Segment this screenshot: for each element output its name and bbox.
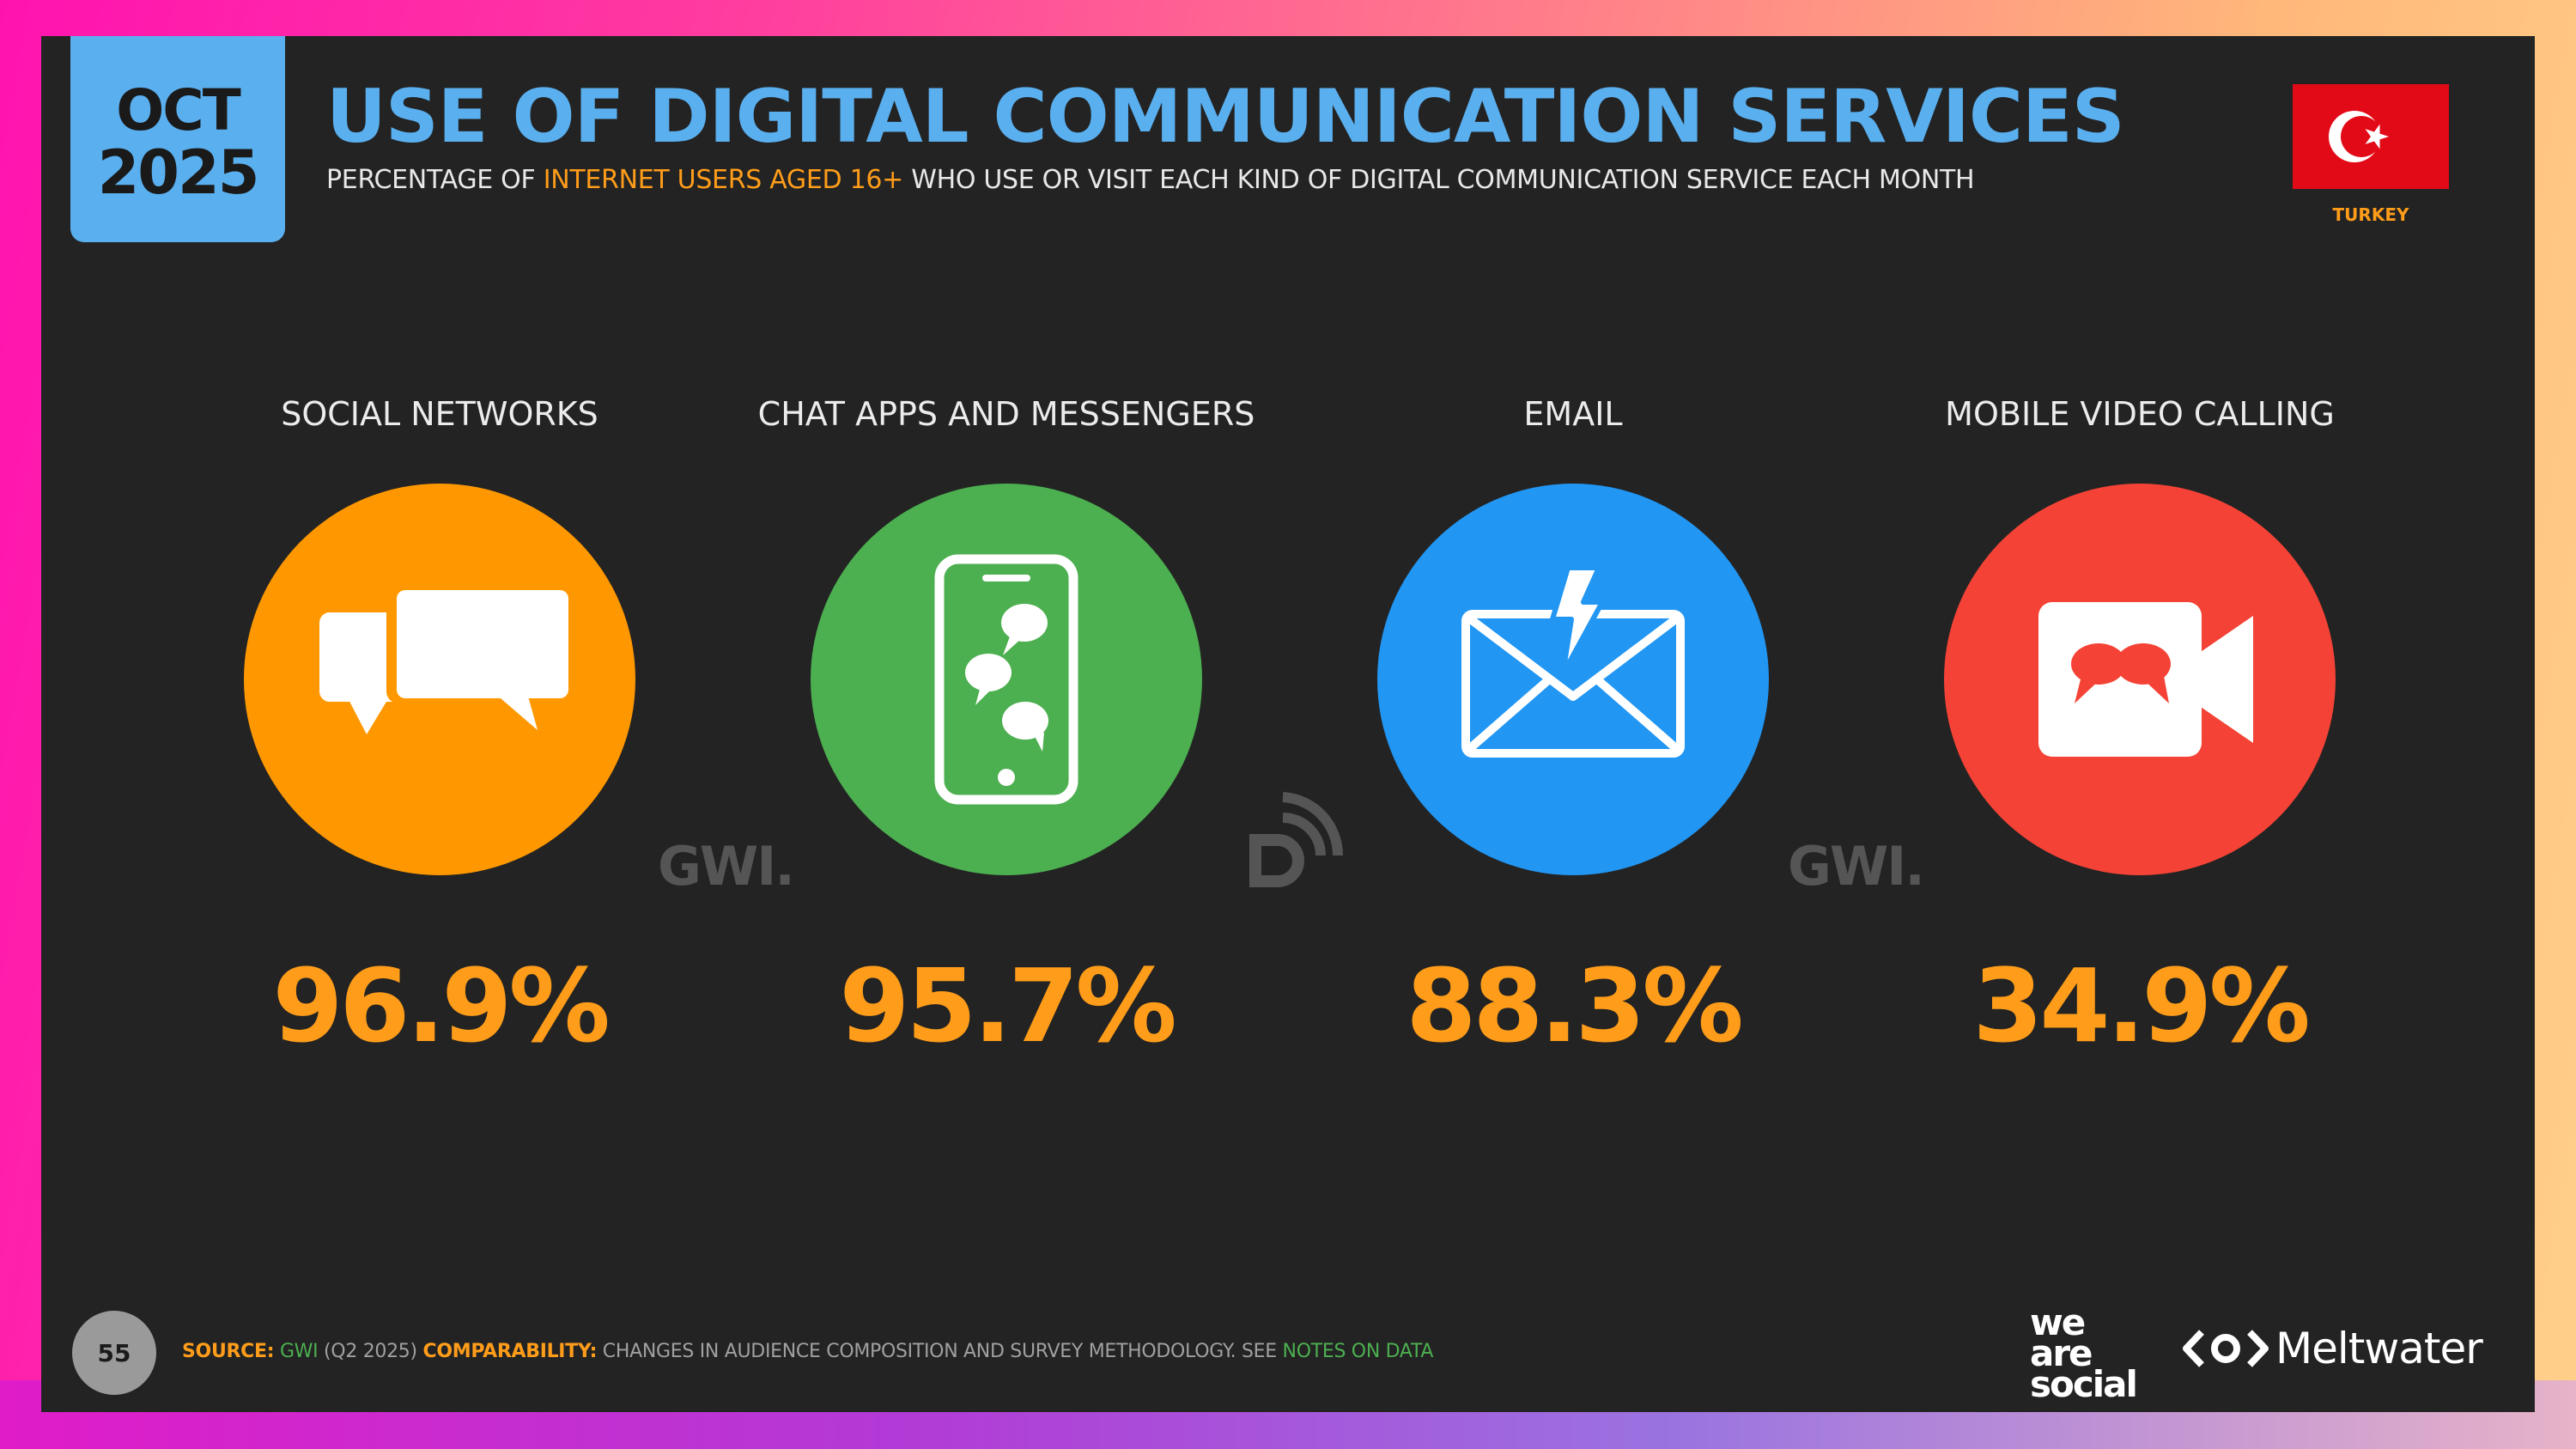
page-title: USE OF DIGITAL COMMUNICATION SERVICES	[326, 74, 2125, 160]
category-circle	[811, 484, 1202, 875]
source-name: GWI	[279, 1341, 319, 1362]
meltwater-wordmark: Meltwater	[2275, 1324, 2483, 1373]
gwi-watermark: GWI.	[658, 835, 795, 898]
slide: OCT 2025 USE OF DIGITAL COMMUNICATION SE…	[41, 36, 2535, 1412]
source-note: SOURCE: GWI (Q2 2025) COMPARABILITY: CHA…	[182, 1341, 1433, 1362]
subtitle-end: WHO USE OR VISIT EACH KIND OF DIGITAL CO…	[902, 165, 1975, 195]
meltwater-logo: Meltwater	[2183, 1323, 2483, 1374]
source-label: SOURCE:	[182, 1341, 275, 1362]
meltwater-mark-icon	[2183, 1330, 2269, 1367]
video-chat-icon	[2038, 602, 2253, 757]
gwi-watermark: GWI.	[1788, 835, 1925, 898]
we-are-social-logo: we are social	[2030, 1301, 2167, 1405]
page-number: 55	[72, 1311, 156, 1395]
email-alert-icon	[1461, 565, 1685, 758]
comparability-label: COMPARABILITY:	[422, 1341, 598, 1362]
country-label: TURKEY	[2332, 204, 2409, 225]
category-circle	[1377, 484, 1769, 875]
subtitle-highlight: INTERNET USERS AGED 16+	[543, 165, 904, 195]
usage-chart: SOCIAL NETWORKS 96.9% CHAT APPS AND MESSEN…	[41, 36, 2535, 1412]
subtitle-start: PERCENTAGE OF	[326, 165, 544, 195]
was-line-2: are	[2030, 1332, 2093, 1374]
category-label: SOCIAL NETWORKS	[281, 395, 598, 433]
comparability-text: CHANGES IN AUDIENCE COMPOSITION AND SURV…	[597, 1341, 1283, 1362]
phone-chat-icon	[934, 554, 1078, 805]
source-period: (Q2 2025)	[318, 1341, 423, 1362]
date-badge: OCT 2025	[70, 36, 285, 242]
date-month: OCT	[116, 77, 241, 143]
was-line-3: social	[2030, 1363, 2138, 1405]
was-line-1: we	[2030, 1301, 2086, 1343]
value-label: 95.7%	[839, 947, 1176, 1065]
category-circle	[244, 484, 635, 875]
category-circle	[1944, 484, 2336, 875]
category-label: CHAT APPS AND MESSENGERS	[757, 395, 1255, 433]
date-year: 2025	[97, 137, 260, 208]
page-subtitle: PERCENTAGE OF INTERNET USERS AGED 16+ WH…	[326, 165, 1975, 195]
value-label: 96.9%	[272, 947, 610, 1065]
datareportal-watermark-icon	[1249, 792, 1343, 887]
turkey-flag-icon	[2293, 84, 2449, 189]
speech-bubbles-icon	[319, 583, 574, 734]
value-label: 88.3%	[1406, 947, 1743, 1065]
value-label: 34.9%	[1972, 947, 2310, 1065]
notes-on-data-link[interactable]: NOTES ON DATA	[1282, 1341, 1434, 1362]
category-label: MOBILE VIDEO CALLING	[1945, 395, 2335, 433]
category-label: EMAIL	[1523, 395, 1623, 433]
